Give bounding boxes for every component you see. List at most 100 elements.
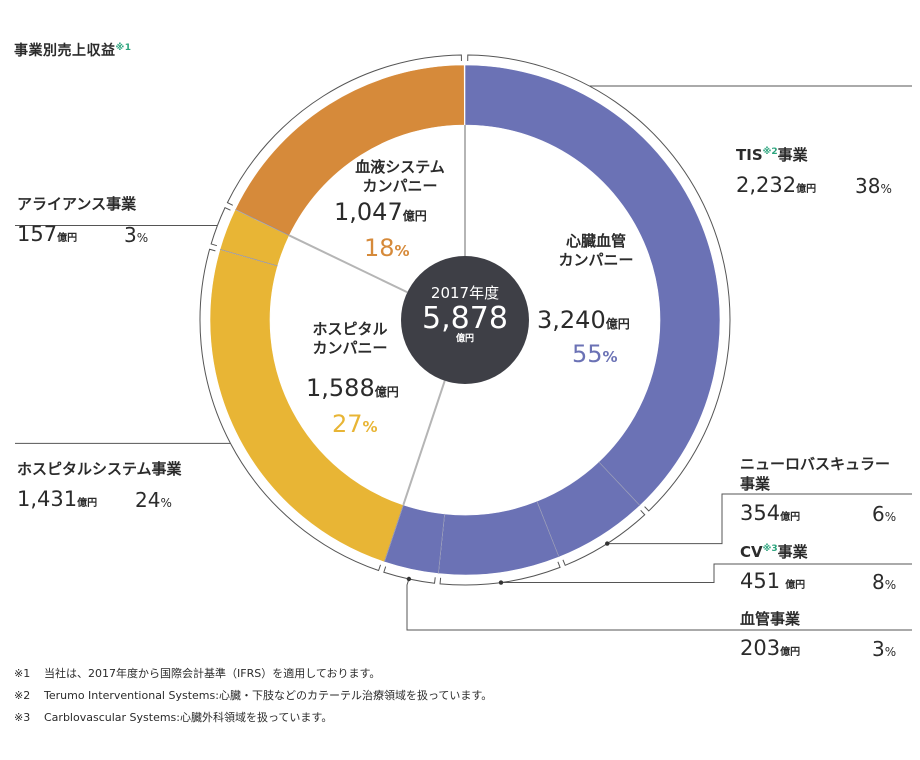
outer-slice-0 <box>464 64 721 507</box>
tis-name: TIS <box>736 146 763 164</box>
cardio-name-line2: カンパニー <box>558 251 634 269</box>
hospital-pct: 27% <box>332 412 378 436</box>
neuro-value-number: 354 <box>740 501 781 525</box>
alliance-value: 157億円 <box>17 224 77 245</box>
blood-value-unit: 億円 <box>402 209 427 223</box>
center-label: 2017年度 5,878 億円 <box>405 286 525 344</box>
outer-divider-2 <box>536 501 560 558</box>
alliance-value-unit: 億円 <box>57 233 78 244</box>
cardio-value-number: 3,240 <box>537 306 606 334</box>
leader-vascular <box>406 578 912 631</box>
center-circle <box>401 256 529 384</box>
cv-pct-number: 8 <box>872 570 885 594</box>
tis-value: 2,232億円 <box>736 175 816 196</box>
cardio-value-unit: 億円 <box>605 317 630 331</box>
vascular-pct-number: 3 <box>872 637 885 661</box>
leader-cv <box>501 563 912 584</box>
inner-divider-2 <box>288 234 408 294</box>
blood-pct-number: 18 <box>364 234 395 262</box>
vascular-value-unit: 億円 <box>780 647 801 658</box>
cv-name: CV <box>740 543 763 561</box>
hospital-system-value: 1,431億円 <box>17 489 97 510</box>
hospital-name-line1: ホスピタル <box>312 320 388 338</box>
segment-label-cv: CV※3事業 <box>740 545 808 560</box>
cardio-value: 3,240億円 <box>537 308 630 332</box>
cardio-name-line1: 心臓血管 <box>565 232 626 250</box>
footnote-3-text: Carblovascular Systems:心臓外科領域を扱っています。 <box>44 711 333 724</box>
leader-neuro-dot <box>605 541 610 546</box>
leader-lines <box>15 54 912 631</box>
outer-divider-6 <box>235 209 290 236</box>
tis-pct-unit: % <box>880 182 892 196</box>
hospital-value-unit: 億円 <box>374 385 399 399</box>
chart-title: 事業別売上収益※1 <box>14 43 132 59</box>
tis-note-mark: ※2 <box>762 147 778 157</box>
neuro-name-line2: 事業 <box>740 475 771 493</box>
vascular-value: 203億円 <box>740 638 800 659</box>
leader-vascular-dot <box>406 576 412 582</box>
neuro-value-unit: 億円 <box>780 512 801 523</box>
footnote-2: ※2 Terumo Interventional Systems:心臓・下肢などの… <box>14 690 492 701</box>
tis-suffix: 事業 <box>777 146 808 164</box>
cv-pct: 8% <box>872 572 896 592</box>
cardio-pct: 55% <box>572 342 618 366</box>
hospital-value: 1,588億円 <box>306 376 399 400</box>
blood-name-line1: 血液システム <box>355 158 445 176</box>
center-unit: 億円 <box>455 334 474 344</box>
segment-label-hospital-system: ホスピタルシステム事業 <box>17 462 182 477</box>
bracket-arc-6 <box>226 54 462 206</box>
cv-suffix: 事業 <box>777 543 808 561</box>
blood-pct: 18% <box>364 236 410 260</box>
neuro-pct-unit: % <box>884 510 897 524</box>
footnote-3: ※3 Carblovascular Systems:心臓外科領域を扱っています。 <box>14 712 332 723</box>
footnote-1-text: 当社は、2017年度から国際会計基準（IFRS）を適用しております。 <box>44 667 381 680</box>
alliance-value-number: 157 <box>17 222 58 246</box>
tis-value-unit: 億円 <box>796 184 817 195</box>
hospital-pct-number: 27 <box>332 410 363 438</box>
hospital-system-pct-number: 24 <box>135 488 161 512</box>
hospital-system-pct-unit: % <box>160 496 172 510</box>
hospital-value-number: 1,588 <box>306 374 375 402</box>
neuro-name-line1: ニューロバスキュラー <box>740 455 891 473</box>
vascular-pct: 3% <box>872 639 896 659</box>
leader-neuro <box>607 493 912 545</box>
tis-pct: 38% <box>855 176 892 196</box>
inner-label-hospital: ホスピタル カンパニー <box>290 322 410 356</box>
footnote-2-mark: ※2 <box>14 689 31 702</box>
hospital-system-value-unit: 億円 <box>77 498 98 509</box>
alliance-name: アライアンス事業 <box>17 195 137 213</box>
cardio-pct-number: 55 <box>572 340 603 368</box>
neuro-pct-number: 6 <box>872 502 885 526</box>
blood-pct-unit: % <box>394 242 410 260</box>
cv-value: 451 億円 <box>740 571 805 592</box>
outer-divider-1 <box>598 461 641 506</box>
alliance-pct: 3% <box>124 225 148 245</box>
leader-cv-dot <box>498 580 504 585</box>
bracket-arc-0 <box>467 54 731 512</box>
hospital-system-name: ホスピタルシステム事業 <box>17 460 182 478</box>
neuro-pct: 6% <box>872 504 896 524</box>
cardio-pct-unit: % <box>602 348 618 366</box>
donut-dividers <box>219 125 641 574</box>
cv-value-unit: 億円 <box>785 580 806 591</box>
hospital-system-value-number: 1,431 <box>17 487 78 511</box>
footnote-1: ※1 当社は、2017年度から国際会計基準（IFRS）を適用しております。 <box>14 668 380 679</box>
alliance-pct-number: 3 <box>124 223 137 247</box>
cv-pct-unit: % <box>884 578 897 592</box>
alliance-pct-unit: % <box>136 231 149 245</box>
chart-title-text: 事業別売上収益 <box>14 43 116 59</box>
footnote-2-text: Terumo Interventional Systems:心臓・下肢などのカテ… <box>44 689 493 702</box>
blood-name-line2: カンパニー <box>362 177 438 195</box>
inner-label-cardio: 心臓血管 カンパニー <box>536 234 656 268</box>
inner-label-blood: 血液システム カンパニー <box>340 160 460 194</box>
segment-label-vascular: 血管事業 <box>740 612 800 627</box>
outer-divider-5 <box>219 248 278 267</box>
neuro-value: 354億円 <box>740 503 800 524</box>
vascular-name: 血管事業 <box>740 610 801 628</box>
hospital-name-line2: カンパニー <box>312 339 388 357</box>
tis-pct-number: 38 <box>855 174 881 198</box>
vascular-pct-unit: % <box>884 645 897 659</box>
segment-label-alliance: アライアンス事業 <box>17 197 136 212</box>
segment-label-tis: TIS※2事業 <box>736 148 808 163</box>
hospital-pct-unit: % <box>362 418 378 436</box>
